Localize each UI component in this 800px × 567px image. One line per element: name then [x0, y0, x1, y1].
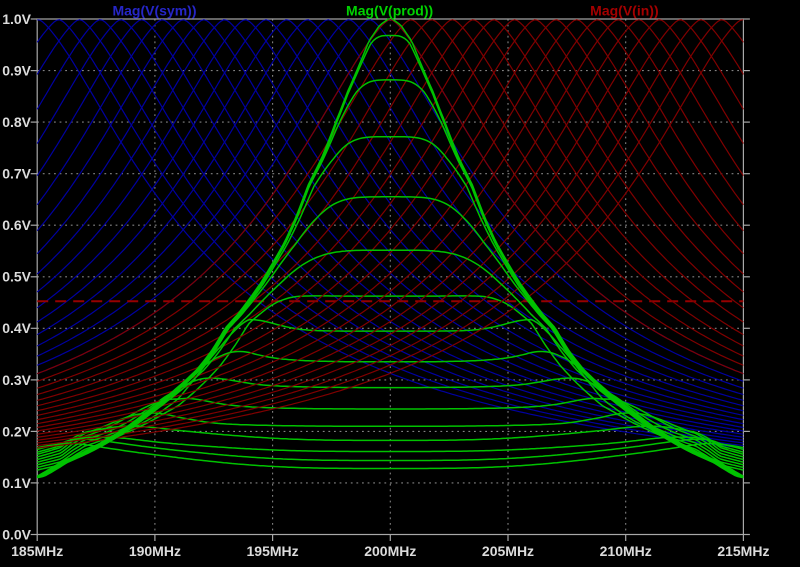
svg-text:200MHz: 200MHz	[364, 543, 416, 559]
svg-text:0.3V: 0.3V	[2, 372, 31, 388]
svg-text:0.4V: 0.4V	[2, 320, 31, 336]
svg-text:Mag(V(prod)): Mag(V(prod))	[346, 3, 433, 19]
svg-text:0.5V: 0.5V	[2, 269, 31, 285]
svg-text:210MHz: 210MHz	[600, 543, 652, 559]
svg-text:0.9V: 0.9V	[2, 63, 31, 79]
svg-text:195MHz: 195MHz	[247, 543, 299, 559]
svg-text:0.8V: 0.8V	[2, 114, 31, 130]
svg-text:1.0V: 1.0V	[2, 11, 31, 27]
svg-text:190MHz: 190MHz	[129, 543, 181, 559]
svg-text:0.1V: 0.1V	[2, 475, 31, 491]
svg-text:0.0V: 0.0V	[2, 526, 31, 542]
svg-text:215MHz: 215MHz	[717, 543, 769, 559]
svg-text:Mag(V(in)): Mag(V(in))	[590, 3, 658, 19]
svg-text:0.7V: 0.7V	[2, 166, 31, 182]
svg-text:0.2V: 0.2V	[2, 423, 31, 439]
svg-text:205MHz: 205MHz	[482, 543, 534, 559]
svg-text:185MHz: 185MHz	[11, 543, 63, 559]
svg-text:0.6V: 0.6V	[2, 217, 31, 233]
svg-text:Mag(V(sym)): Mag(V(sym))	[112, 3, 196, 19]
